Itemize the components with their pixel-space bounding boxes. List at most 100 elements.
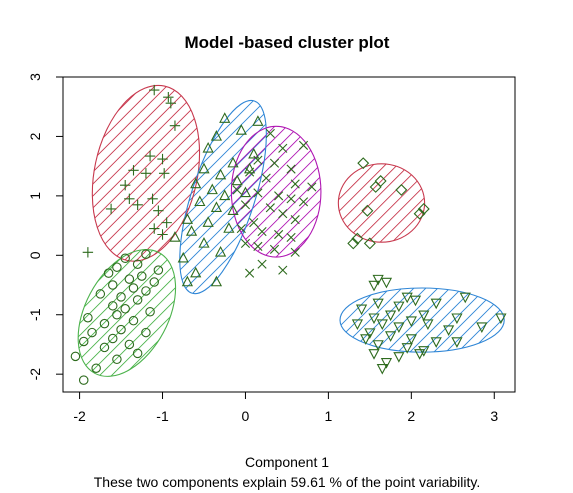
data-point-cluster-1 bbox=[144, 150, 156, 162]
hatch-line bbox=[371, 163, 425, 243]
data-point-cluster-6 bbox=[451, 337, 463, 348]
y-tick-label: 3 bbox=[27, 73, 43, 81]
data-point-cluster-3 bbox=[286, 194, 296, 204]
hatch-line bbox=[340, 287, 433, 353]
data-point-cluster-5 bbox=[78, 375, 89, 385]
data-point-cluster-3 bbox=[274, 229, 284, 240]
data-point-cluster-1 bbox=[128, 165, 139, 176]
data-point-cluster-5 bbox=[103, 268, 114, 278]
data-point-cluster-1 bbox=[157, 153, 168, 165]
cluster-5-ellipse bbox=[77, 248, 177, 377]
cluster-2-ellipse bbox=[179, 99, 267, 295]
cluster-6-hatch bbox=[340, 287, 505, 353]
data-point-cluster-2 bbox=[206, 183, 218, 195]
data-point-cluster-1 bbox=[158, 168, 170, 179]
data-point-cluster-3 bbox=[232, 185, 242, 195]
x-tick-label: 1 bbox=[324, 408, 332, 424]
data-point-cluster-3 bbox=[240, 200, 251, 210]
hatch-line bbox=[347, 163, 425, 243]
data-point-cluster-6 bbox=[476, 322, 488, 334]
hatch-line bbox=[77, 79, 162, 267]
data-point-cluster-5 bbox=[141, 249, 151, 259]
data-point-cluster-5 bbox=[78, 336, 89, 347]
data-point-cluster-2 bbox=[210, 130, 223, 141]
hatch-line bbox=[383, 163, 425, 243]
hatch-line bbox=[0, 80, 53, 266]
y-tick-label: -2 bbox=[27, 368, 43, 381]
data-point-cluster-6 bbox=[380, 277, 393, 289]
data-point-cluster-6 bbox=[393, 352, 405, 363]
hatch-line bbox=[0, 92, 130, 302]
x-tick-label: 3 bbox=[490, 408, 498, 424]
data-point-cluster-4 bbox=[363, 237, 376, 250]
data-point-cluster-2 bbox=[219, 189, 231, 201]
data-point-cluster-6 bbox=[409, 295, 422, 307]
data-point-cluster-1 bbox=[161, 217, 172, 228]
hatch-line bbox=[63, 240, 187, 386]
data-point-cluster-5 bbox=[128, 283, 139, 293]
data-point-cluster-6 bbox=[384, 310, 397, 322]
data-point-cluster-5 bbox=[141, 286, 151, 296]
hatch-line bbox=[231, 126, 316, 258]
hatch-line bbox=[247, 126, 321, 258]
data-point-cluster-6 bbox=[393, 301, 405, 313]
data-point-cluster-2 bbox=[219, 112, 231, 123]
data-point-cluster-1 bbox=[147, 193, 158, 205]
data-point-cluster-5 bbox=[120, 253, 130, 264]
data-point-cluster-3 bbox=[298, 197, 309, 207]
data-point-cluster-3 bbox=[257, 226, 267, 237]
hatch-line bbox=[463, 287, 505, 353]
data-point-cluster-6 bbox=[372, 340, 384, 351]
hatch-line bbox=[77, 79, 215, 267]
data-point-cluster-2 bbox=[169, 231, 181, 242]
data-point-cluster-2 bbox=[227, 204, 239, 215]
hatch-line bbox=[415, 287, 505, 353]
data-point-cluster-2 bbox=[181, 213, 194, 224]
data-point-cluster-1 bbox=[124, 193, 135, 205]
data-point-cluster-1 bbox=[140, 168, 152, 179]
data-point-cluster-6 bbox=[368, 280, 380, 292]
hatch-line bbox=[338, 163, 383, 243]
data-point-cluster-3 bbox=[286, 164, 296, 174]
hatch-line bbox=[338, 163, 407, 243]
hatch-line bbox=[0, 80, 65, 266]
data-point-cluster-5 bbox=[108, 333, 118, 344]
data-point-cluster-5 bbox=[132, 348, 143, 359]
hatch-line bbox=[161, 91, 285, 303]
hatch-line bbox=[77, 79, 90, 267]
data-point-cluster-2 bbox=[177, 251, 189, 263]
hatch-line bbox=[89, 240, 196, 386]
data-point-cluster-4 bbox=[395, 183, 408, 196]
data-point-cluster-5 bbox=[95, 289, 106, 299]
hatch-line bbox=[235, 126, 321, 258]
hatch-line bbox=[77, 240, 196, 386]
data-point-cluster-5 bbox=[149, 277, 159, 287]
hatch-line bbox=[231, 126, 280, 258]
data-point-cluster-6 bbox=[355, 304, 368, 316]
data-point-cluster-2 bbox=[198, 237, 210, 248]
data-point-cluster-3 bbox=[245, 268, 255, 278]
hatch-line bbox=[403, 287, 505, 353]
hatch-line bbox=[407, 163, 425, 243]
data-point-cluster-2 bbox=[202, 141, 214, 153]
data-point-cluster-6 bbox=[451, 313, 463, 325]
hatch-line bbox=[77, 79, 210, 267]
hatch-line bbox=[125, 240, 196, 386]
data-point-cluster-6 bbox=[459, 292, 471, 304]
data-point-cluster-5 bbox=[91, 363, 101, 373]
data-point-cluster-2 bbox=[214, 168, 227, 180]
data-point-cluster-5 bbox=[99, 342, 110, 353]
data-point-cluster-3 bbox=[290, 215, 300, 225]
data-point-cluster-6 bbox=[360, 334, 372, 345]
cluster-3-ellipse bbox=[230, 125, 322, 258]
data-point-cluster-3 bbox=[307, 182, 317, 192]
data-point-cluster-5 bbox=[116, 292, 126, 302]
data-point-cluster-5 bbox=[108, 301, 118, 311]
data-point-cluster-1 bbox=[165, 97, 177, 109]
chart-title: Model -based cluster plot bbox=[185, 33, 390, 52]
data-point-cluster-2 bbox=[235, 124, 247, 135]
data-point-cluster-6 bbox=[495, 313, 507, 325]
hatch-line bbox=[271, 126, 321, 258]
data-point-cluster-3 bbox=[253, 241, 263, 251]
